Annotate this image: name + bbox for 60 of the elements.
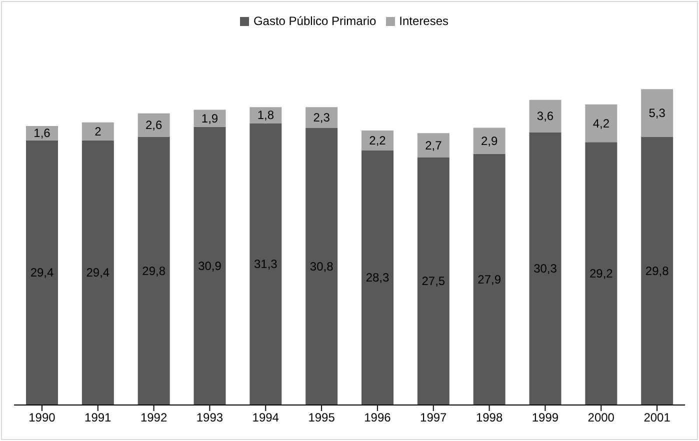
bar <box>529 132 562 405</box>
bar <box>362 150 394 405</box>
x-tick-label: 1998 <box>476 410 503 425</box>
data-label: 30,3 <box>534 262 558 276</box>
legend-label: Intereses <box>399 14 449 28</box>
data-label: 2,7 <box>425 138 442 152</box>
x-tick-label: 1991 <box>84 410 112 425</box>
bar <box>306 128 338 405</box>
data-label: 2,6 <box>145 118 162 132</box>
bar <box>585 104 618 142</box>
data-label: 29,4 <box>86 266 110 280</box>
bar <box>473 154 506 405</box>
data-label: 1,8 <box>257 108 274 122</box>
data-label: 31,3 <box>254 257 278 272</box>
bar <box>362 130 394 150</box>
data-label: 29,8 <box>645 264 670 278</box>
data-label: 5,3 <box>648 106 666 120</box>
legend-label: Gasto Público Primario <box>253 14 376 28</box>
x-tick-label: 1990 <box>28 410 56 425</box>
x-tick-label: 1993 <box>196 410 224 425</box>
bar <box>250 107 282 124</box>
data-label: 30,9 <box>198 258 222 273</box>
bar <box>306 107 338 128</box>
data-label: 3,6 <box>536 109 554 124</box>
data-label: 27,5 <box>422 274 446 288</box>
data-label: 4,2 <box>592 116 610 130</box>
bar <box>82 122 114 140</box>
x-tick-label: 1992 <box>140 410 168 425</box>
data-label: 28,3 <box>366 270 390 285</box>
bar <box>138 113 170 137</box>
bar <box>641 89 674 137</box>
bar <box>138 136 170 405</box>
bar <box>250 123 282 405</box>
data-label: 2,9 <box>480 134 498 148</box>
x-tick-label: 2000 <box>588 410 615 425</box>
data-label: 27,9 <box>478 272 502 286</box>
x-tick-label: 1999 <box>532 410 559 425</box>
data-label: 1,9 <box>201 111 218 126</box>
bar <box>585 142 618 405</box>
data-label: 29,2 <box>589 266 614 281</box>
x-tick-label: 1996 <box>364 410 392 425</box>
bar <box>82 140 114 405</box>
data-label: 30,8 <box>310 259 334 274</box>
data-label: 2 <box>94 124 102 138</box>
bar <box>473 128 506 154</box>
x-tick-label: 1995 <box>308 410 336 425</box>
bar <box>417 133 450 158</box>
data-label: 29,8 <box>142 264 166 278</box>
data-label: 29,4 <box>30 266 54 280</box>
data-label: 2,2 <box>369 133 386 148</box>
bar <box>529 100 562 132</box>
bar <box>26 140 58 405</box>
data-label: 2,3 <box>313 110 330 124</box>
x-tick-label: 2001 <box>644 410 671 425</box>
bar <box>417 157 450 405</box>
data-label: 1,6 <box>34 126 51 140</box>
x-tick-label: 1997 <box>420 410 448 425</box>
bar <box>194 126 226 405</box>
bar <box>641 136 674 405</box>
x-tick-label: 1994 <box>252 410 280 425</box>
